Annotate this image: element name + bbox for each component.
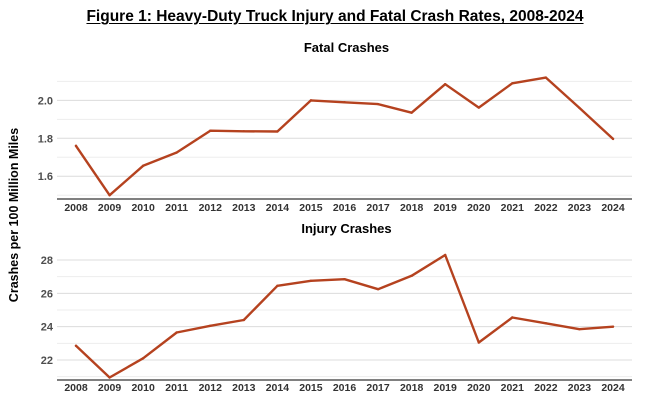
y-tick-label: 24 (41, 322, 54, 334)
data-point (477, 341, 480, 344)
x-tick-label: 2018 (400, 382, 424, 394)
x-tick-label: 2010 (131, 382, 155, 394)
data-point (343, 101, 346, 104)
data-point (410, 274, 413, 278)
x-tick-label: 2008 (64, 202, 88, 214)
x-tick-label: 2008 (64, 382, 88, 394)
x-tick-label: 2017 (366, 202, 390, 214)
x-tick-label: 2014 (266, 202, 290, 214)
data-point (578, 327, 581, 331)
data-point (242, 318, 246, 322)
x-tick-label: 2021 (501, 202, 525, 214)
data-point (376, 102, 380, 106)
data-point (611, 137, 615, 141)
x-tick-label: 2024 (601, 202, 625, 214)
y-tick-label: 1.6 (38, 171, 53, 183)
chart-panel-2: Injury Crashes 22 24 26 28 2008 2009 2010 2011 20… (41, 221, 632, 394)
data-point (175, 331, 178, 334)
data-point (309, 279, 313, 283)
data-point (511, 82, 514, 85)
x-tick-label: 2011 (165, 202, 188, 214)
data-point (276, 130, 279, 133)
data-point (544, 76, 548, 79)
data-point (108, 376, 111, 379)
y-tick-label: 1.8 (38, 133, 53, 145)
data-point (376, 287, 380, 291)
x-tick-label: 2019 (434, 202, 458, 214)
x-tick-label: 2018 (400, 202, 424, 214)
x-tick-label: 2012 (199, 382, 223, 394)
x-tick-label: 2010 (131, 202, 155, 214)
x-tick-label: 2022 (534, 202, 558, 214)
data-point (544, 322, 548, 325)
data-point (141, 357, 145, 360)
x-tick-label: 2020 (467, 202, 491, 214)
data-point (276, 284, 279, 288)
x-tick-label: 2019 (434, 382, 458, 394)
x-tick-label: 2015 (299, 202, 323, 214)
x-tick-label: 2020 (467, 382, 491, 394)
x-tick-label: 2013 (232, 382, 256, 394)
data-point (242, 130, 246, 133)
panel-title: Fatal Crashes (304, 40, 389, 55)
panel-title: Injury Crashes (301, 221, 391, 236)
x-tick-label: 2017 (366, 382, 390, 394)
data-point (108, 194, 111, 197)
data-point (477, 106, 480, 109)
data-point (410, 111, 413, 114)
series-line (74, 253, 615, 379)
data-point (443, 253, 447, 257)
data-point (209, 324, 212, 328)
y-tick-label: 26 (41, 288, 53, 300)
data-point (74, 344, 78, 348)
x-tick-label: 2023 (568, 382, 592, 394)
data-point (209, 129, 212, 132)
data-point (443, 83, 447, 86)
data-point (141, 164, 145, 168)
y-tick-label: 28 (41, 255, 53, 267)
y-tick-label: 2.0 (38, 95, 53, 107)
x-tick-label: 2022 (534, 382, 558, 394)
x-tick-label: 2012 (199, 202, 223, 214)
x-tick-label: 2015 (299, 382, 323, 394)
x-tick-label: 2009 (98, 382, 122, 394)
x-tick-label: 2013 (232, 202, 256, 214)
chart-panel-1: Fatal Crashes 1.6 1.8 2.0 2008 2009 2010 2011 20… (38, 40, 632, 214)
data-point (578, 106, 581, 110)
data-point (611, 325, 615, 328)
data-point (175, 151, 178, 154)
x-tick-label: 2011 (165, 382, 188, 394)
y-tick-label: 22 (41, 355, 53, 367)
figure-title: Figure 1: Heavy-Duty Truck Injury and Fa… (86, 8, 584, 25)
x-tick-label: 2016 (333, 202, 357, 214)
x-tick-label: 2016 (333, 382, 357, 394)
x-tick-label: 2024 (601, 382, 625, 394)
series-line (74, 76, 615, 197)
x-tick-label: 2009 (98, 202, 122, 214)
data-point (309, 99, 313, 102)
data-point (74, 144, 78, 148)
x-tick-label: 2014 (266, 382, 290, 394)
x-tick-label: 2021 (501, 382, 525, 394)
data-point (511, 316, 514, 319)
x-tick-label: 2023 (568, 202, 592, 214)
data-point (343, 277, 346, 281)
